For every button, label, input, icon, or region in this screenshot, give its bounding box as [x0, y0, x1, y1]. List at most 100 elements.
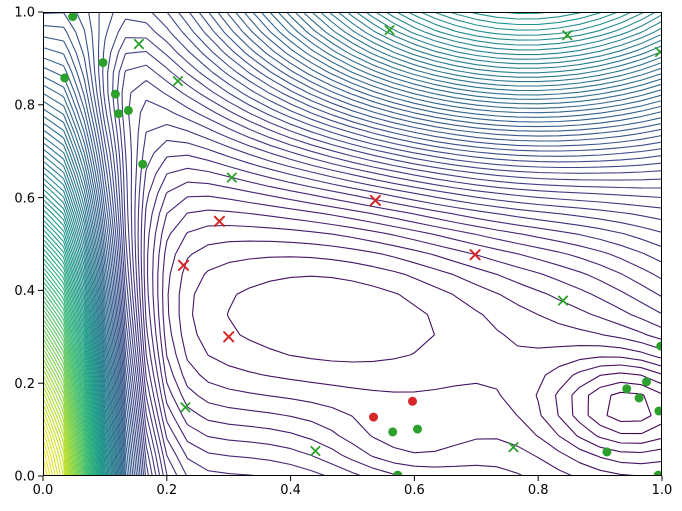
- contour-level-line: [43, 12, 662, 476]
- green-dot-marker: [98, 58, 108, 68]
- green-dot-marker: [602, 447, 612, 457]
- contour-level-line: [134, 99, 662, 476]
- contour-level-line: [43, 12, 662, 476]
- contour-level-line: [43, 385, 69, 476]
- contour-level-line: [43, 233, 99, 476]
- contour-level-line: [75, 12, 662, 476]
- green-dot-marker: [60, 73, 70, 83]
- green-dot-marker: [123, 105, 133, 115]
- contour-level-line: [43, 12, 662, 476]
- contour-level-line: [43, 380, 70, 476]
- contour-level-line: [178, 240, 662, 476]
- contour-level-line: [43, 12, 662, 476]
- contour-level-line: [43, 12, 662, 476]
- contour-level-line: [43, 12, 662, 476]
- contour-level-line: [43, 12, 662, 476]
- x-tick-label: 0.0: [33, 483, 54, 498]
- green-dot-marker: [413, 424, 422, 434]
- green-dot-marker: [653, 470, 662, 476]
- contour-level-line: [116, 50, 662, 476]
- contour-level-line: [554, 364, 662, 454]
- contour-level-line: [128, 79, 662, 476]
- contour-level-line: [43, 12, 656, 476]
- red-cross-marker: [469, 249, 481, 261]
- contour-level-line: [606, 391, 652, 423]
- contour-level-line: [43, 219, 102, 476]
- contour-level-line: [43, 12, 662, 476]
- contour-level-line: [43, 410, 64, 476]
- contour-level-line: [137, 123, 662, 476]
- contour-level-line: [43, 12, 662, 476]
- contour-level-line: [43, 363, 73, 476]
- contour-level-line: [226, 275, 662, 465]
- green-dot-marker: [656, 341, 662, 351]
- red-dots-group: [369, 396, 417, 422]
- contour-level-line: [43, 348, 76, 476]
- x-tick-label: 0.2: [156, 483, 177, 498]
- contour-level-line: [43, 328, 80, 476]
- red-dot-marker: [408, 396, 417, 406]
- contour-level-line: [43, 281, 90, 476]
- contour-level-line: [43, 12, 662, 476]
- contour-level-line: [43, 290, 88, 476]
- contour-level-line: [162, 209, 662, 476]
- contour-level-line: [146, 167, 662, 476]
- green-cross-marker: [172, 76, 183, 87]
- contour-level-line: [587, 381, 662, 435]
- y-tick-label: 0.4: [14, 284, 35, 299]
- y-tick-label: 0.0: [14, 470, 35, 485]
- contour-level-line: [43, 369, 72, 476]
- contour-level-line: [43, 309, 85, 476]
- green-dot-marker: [642, 377, 651, 387]
- contour-level-line: [43, 262, 94, 476]
- x-tick-label: 1.0: [652, 483, 673, 498]
- green-crosses-group: [133, 25, 662, 456]
- contour-level-line: [97, 12, 662, 476]
- contour-level-line: [191, 256, 662, 476]
- green-cross-marker: [384, 25, 395, 36]
- contour-level-line: [88, 12, 662, 476]
- contour-level-line: [43, 12, 662, 476]
- y-tick-label: 0.6: [14, 191, 35, 206]
- plot-border: [43, 12, 662, 476]
- y-tick-label: 1.0: [14, 6, 35, 21]
- contour-level-line: [43, 338, 78, 476]
- green-dot-marker: [393, 470, 403, 476]
- green-dot-marker: [622, 384, 632, 394]
- contour-level-line: [43, 243, 97, 476]
- green-dots-group: [60, 12, 662, 476]
- x-tick-label: 0.6: [404, 483, 425, 498]
- contour-level-line: [571, 372, 662, 444]
- red-cross-marker: [369, 194, 381, 206]
- red-cross-marker: [223, 331, 235, 343]
- contour-level-line: [43, 267, 93, 476]
- green-dot-marker: [68, 12, 78, 22]
- green-cross-marker: [180, 402, 191, 413]
- contour-level-line: [121, 64, 662, 476]
- contour-level-line: [43, 229, 100, 476]
- contour-level-line: [43, 12, 632, 476]
- contour-level-line: [43, 403, 66, 476]
- contour-level-line: [43, 12, 662, 476]
- contour-level-line: [43, 323, 81, 476]
- red-crosses-group: [177, 194, 481, 343]
- green-dot-marker: [110, 89, 120, 99]
- contour-level-line: [152, 181, 662, 476]
- contour-level-line: [43, 12, 662, 476]
- contour-level-line: [102, 12, 662, 476]
- contour-level-line: [43, 397, 67, 476]
- contour-level-line: [43, 304, 86, 476]
- green-cross-marker: [133, 38, 144, 50]
- green-dot-marker: [114, 109, 123, 119]
- green-cross-marker: [310, 445, 321, 456]
- contour-level-line: [43, 12, 662, 476]
- y-axis-ticks: [38, 11, 43, 477]
- contour-level-line: [43, 12, 645, 476]
- red-cross-marker: [213, 215, 225, 227]
- green-dot-marker: [388, 427, 398, 437]
- green-dot-marker: [138, 159, 148, 169]
- green-dot-marker: [654, 406, 662, 416]
- contour-level-line: [43, 299, 87, 476]
- contour-level-line: [43, 276, 91, 476]
